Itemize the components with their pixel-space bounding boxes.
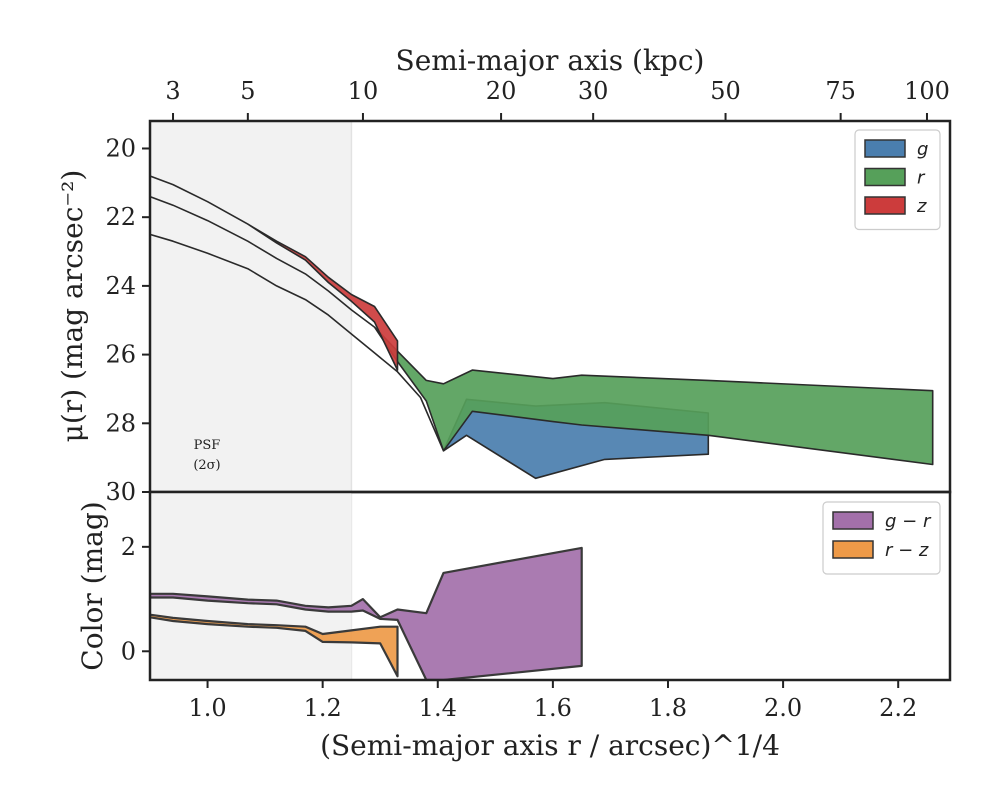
legend-label: r − z	[885, 540, 929, 561]
top-tick-label: 20	[486, 77, 517, 105]
x-tick-label: 1.2	[304, 694, 342, 722]
psf-shade-top	[150, 121, 352, 492]
top-tick-label: 3	[165, 77, 180, 105]
top-axis-label: Semi-major axis (kpc)	[396, 44, 705, 77]
surface-brightness-bands	[150, 175, 934, 480]
legend-bands: grz	[854, 129, 941, 231]
legend-swatch	[832, 511, 874, 530]
legend-label: r	[917, 168, 926, 189]
x-tick-label: 2.0	[764, 694, 802, 722]
y-axis-label-surface-brightness: μ(r) (mag arcsec⁻²)	[56, 170, 89, 443]
band-rz	[150, 613, 399, 678]
band-gr	[150, 546, 583, 680]
legend-label: g	[917, 139, 928, 160]
x-tick-label: 1.4	[419, 694, 457, 722]
top-tick-label: 100	[904, 77, 950, 105]
legend-swatch	[864, 139, 906, 158]
color-y-tick-label: 2	[121, 533, 136, 561]
x-tick-label: 1.8	[649, 694, 687, 722]
legend-colors: g − r r − z	[822, 501, 941, 575]
y-axis-label-color: Color (mag)	[76, 501, 109, 670]
band-z	[150, 175, 399, 371]
top-tick-label: 10	[348, 77, 379, 105]
legend-swatch	[864, 196, 906, 215]
top-tick-label: 75	[825, 77, 856, 105]
legend-swatch	[832, 540, 874, 559]
psf-shade-bottom	[150, 492, 352, 680]
band-r	[150, 195, 934, 466]
x-tick-label: 1.6	[534, 694, 572, 722]
psf-label: PSF	[194, 438, 221, 453]
top-tick-label: 30	[578, 77, 609, 105]
y-tick-label: 26	[105, 341, 136, 369]
color-frame	[148, 490, 952, 682]
x-axis-label: (Semi-major axis r / arcsec)^1/4	[320, 729, 780, 762]
psf-sigma-label: (2σ)	[193, 458, 220, 473]
y-tick-label: 28	[105, 409, 136, 437]
x-tick-label: 2.2	[879, 694, 917, 722]
color-panel: 0 2 1.0 1.2 1.4 1.6 1.8 2.0 2.2 g − r r − z	[121, 490, 952, 722]
color-bands	[150, 546, 583, 680]
y-tick-label: 20	[105, 134, 136, 162]
x-tick-label: 1.0	[188, 694, 226, 722]
legend-label: g − r	[885, 511, 932, 532]
y-tick-label: 30	[105, 478, 136, 506]
legend-swatch	[864, 167, 906, 187]
color-y-tick-label: 0	[121, 637, 136, 665]
y-tick-label: 22	[105, 203, 136, 231]
legend-label: z	[916, 196, 927, 217]
top-tick-label: 50	[710, 77, 741, 105]
y-tick-label: 24	[105, 272, 136, 300]
top-tick-label: 5	[240, 77, 255, 105]
